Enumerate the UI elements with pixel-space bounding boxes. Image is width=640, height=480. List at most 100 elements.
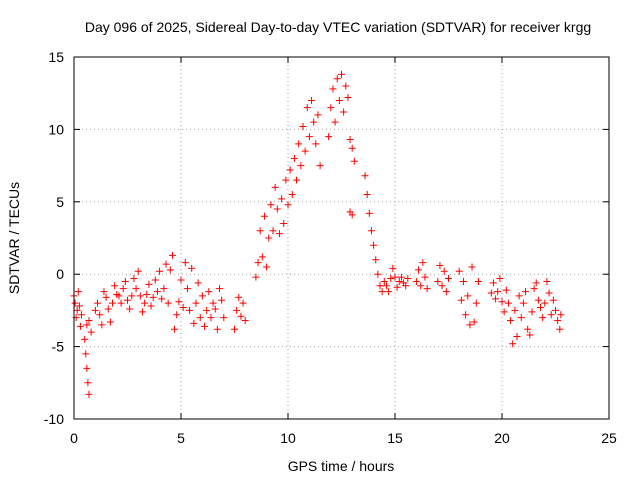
- chart-title: Day 096 of 2025, Sidereal Day-to-day VTE…: [85, 19, 591, 35]
- data-point: [173, 311, 181, 319]
- y-tick-label: 5: [56, 194, 64, 210]
- data-point: [168, 251, 176, 259]
- data-point: [515, 292, 523, 300]
- data-point: [534, 296, 542, 304]
- data-point: [91, 306, 99, 314]
- data-point: [498, 298, 506, 306]
- data-point: [166, 266, 174, 274]
- data-point: [82, 350, 90, 358]
- data-point: [100, 288, 108, 296]
- data-point: [543, 277, 551, 285]
- data-point: [335, 96, 343, 104]
- data-point: [434, 277, 442, 285]
- data-point: [537, 304, 545, 312]
- data-point: [299, 123, 307, 131]
- data-point: [286, 166, 294, 174]
- data-point: [209, 299, 217, 307]
- y-tick-label: 15: [48, 49, 64, 65]
- data-points: [70, 70, 565, 398]
- data-point: [348, 144, 356, 152]
- data-point: [530, 285, 538, 293]
- data-point: [340, 108, 348, 116]
- data-point: [143, 290, 151, 298]
- data-point: [412, 277, 420, 285]
- data-point: [363, 191, 371, 199]
- data-point: [348, 211, 356, 219]
- data-point: [75, 302, 83, 310]
- data-point: [395, 277, 403, 285]
- data-point: [391, 273, 399, 281]
- data-point: [338, 70, 345, 78]
- data-point: [98, 321, 106, 329]
- data-point: [346, 136, 354, 144]
- data-point: [404, 275, 412, 283]
- data-point: [522, 288, 530, 296]
- data-point: [192, 299, 200, 307]
- data-point: [267, 201, 275, 209]
- data-point: [457, 296, 465, 304]
- data-point: [273, 205, 281, 213]
- data-point: [344, 94, 352, 102]
- data-point: [507, 317, 515, 325]
- data-point: [85, 317, 93, 325]
- data-point: [402, 282, 410, 290]
- data-point: [76, 322, 84, 330]
- data-point: [492, 295, 500, 303]
- data-point: [181, 259, 189, 267]
- plot-frame: [73, 56, 610, 420]
- data-point: [109, 299, 117, 307]
- data-point: [104, 305, 112, 313]
- data-point: [275, 230, 283, 238]
- data-point: [314, 111, 322, 119]
- data-point: [252, 273, 260, 281]
- data-point: [258, 253, 266, 261]
- data-point: [385, 288, 393, 296]
- data-point: [504, 299, 512, 307]
- data-point: [134, 267, 142, 275]
- data-point: [188, 264, 196, 272]
- data-point: [284, 201, 292, 209]
- data-point: [94, 299, 102, 307]
- data-point: [382, 282, 390, 290]
- data-point: [526, 331, 534, 339]
- data-point: [539, 314, 547, 322]
- data-point: [303, 104, 311, 112]
- data-point: [220, 314, 228, 322]
- data-point: [136, 292, 144, 300]
- data-point: [145, 280, 153, 288]
- data-point: [71, 299, 79, 307]
- data-point: [196, 314, 204, 322]
- data-point: [211, 305, 219, 313]
- data-point: [117, 299, 125, 307]
- data-point: [372, 256, 380, 264]
- data-point: [96, 311, 104, 319]
- data-point: [177, 276, 185, 284]
- data-point: [269, 227, 277, 235]
- data-point: [119, 285, 127, 293]
- data-point: [549, 296, 557, 304]
- data-point: [288, 191, 296, 199]
- data-point: [83, 364, 91, 372]
- data-point: [468, 263, 476, 271]
- data-point: [121, 277, 129, 285]
- data-point: [472, 299, 480, 307]
- data-point: [421, 273, 429, 281]
- data-point: [301, 147, 309, 155]
- y-tick-label: 0: [56, 266, 64, 282]
- x-tick-label: 25: [601, 430, 617, 446]
- data-point: [464, 292, 472, 300]
- data-point: [496, 275, 504, 283]
- data-point: [164, 299, 172, 307]
- data-point: [331, 118, 339, 126]
- data-point: [237, 312, 245, 320]
- data-point: [183, 285, 191, 293]
- x-tick-label: 10: [280, 430, 296, 446]
- data-point: [280, 220, 288, 228]
- data-point: [316, 162, 324, 170]
- data-point: [502, 286, 510, 294]
- data-point: [106, 318, 114, 326]
- data-point: [474, 277, 482, 285]
- data-point: [361, 172, 369, 180]
- data-point: [260, 212, 268, 220]
- data-point: [138, 308, 146, 316]
